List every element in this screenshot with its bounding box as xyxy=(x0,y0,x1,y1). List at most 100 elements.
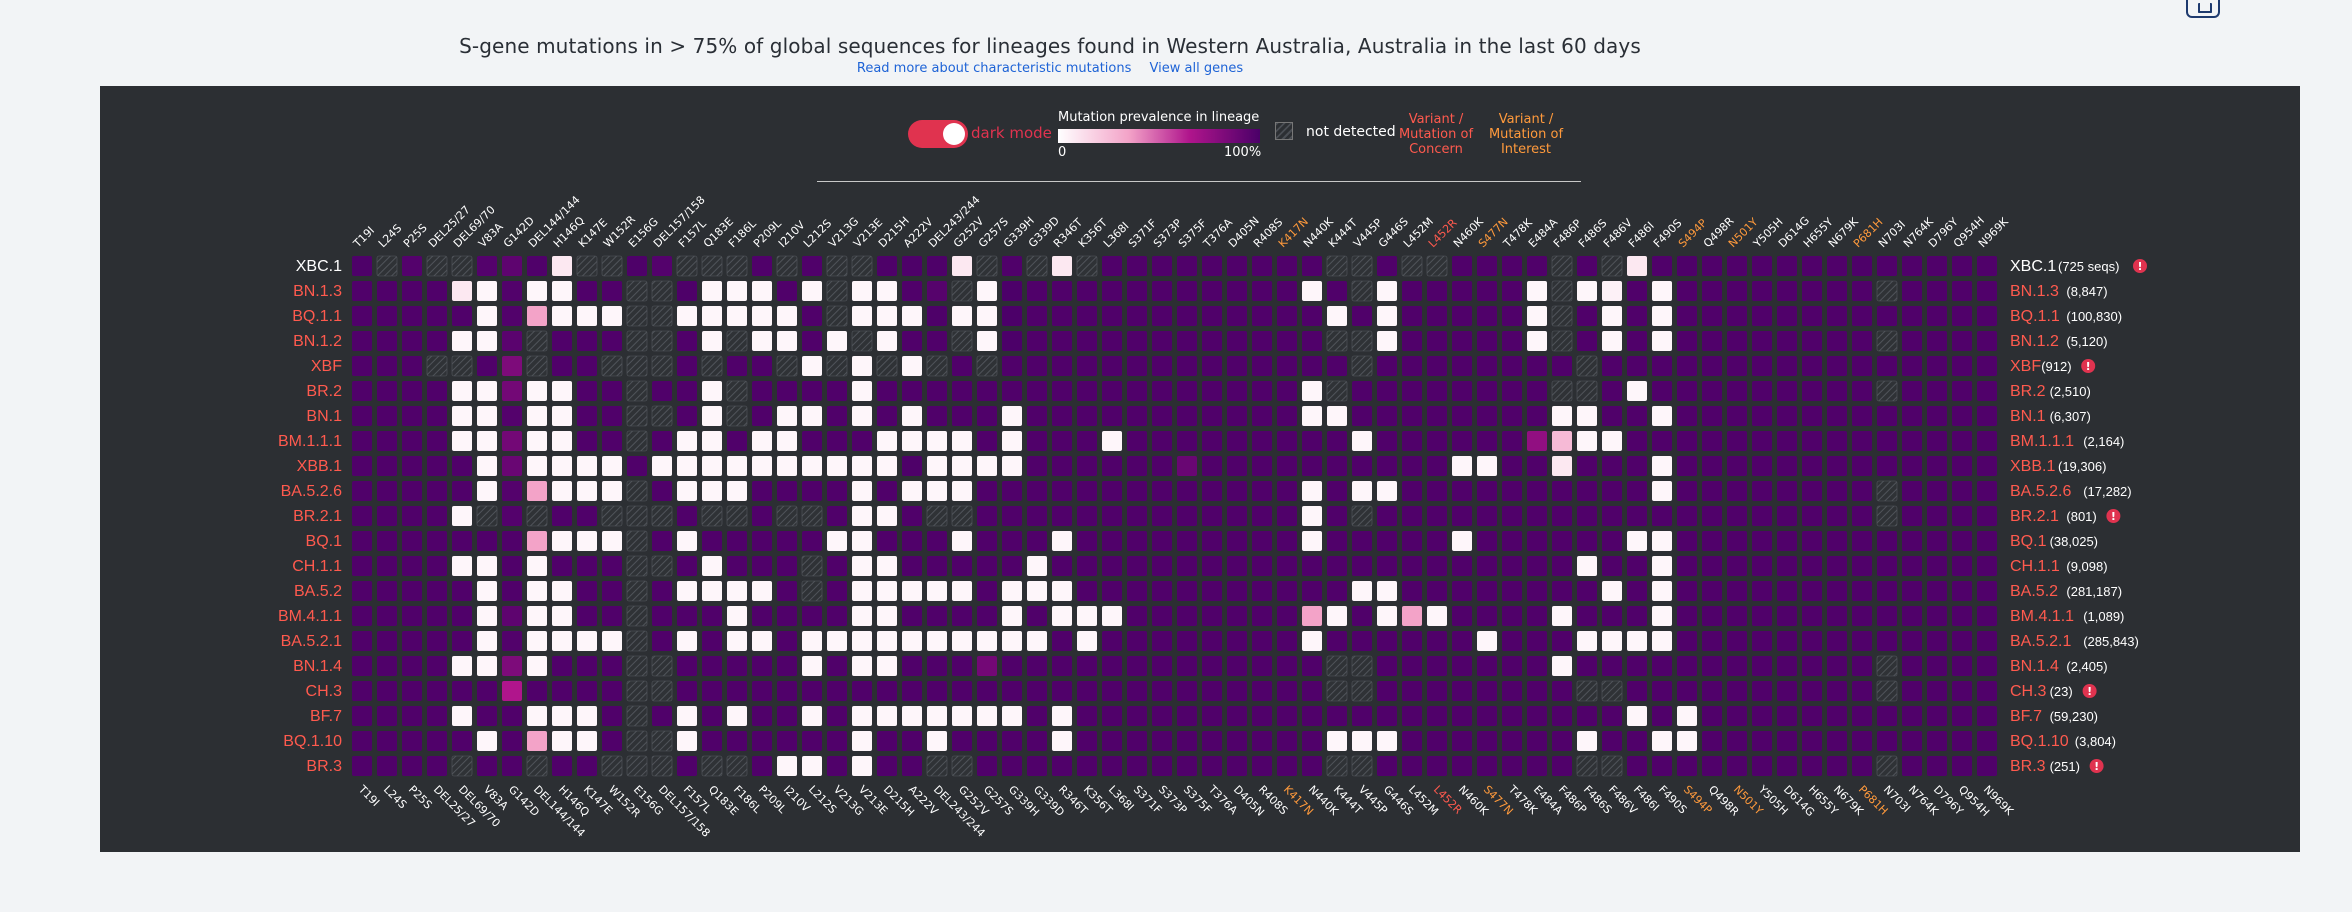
heatmap-cell[interactable] xyxy=(776,355,798,377)
heatmap-cell[interactable] xyxy=(1302,381,1322,401)
heatmap-cell[interactable] xyxy=(877,281,897,301)
heatmap-cell[interactable] xyxy=(1601,680,1623,702)
heatmap-cell[interactable] xyxy=(1576,355,1598,377)
heatmap-cell[interactable] xyxy=(777,656,797,676)
heatmap-cell[interactable] xyxy=(1777,356,1797,376)
heatmap-cell[interactable] xyxy=(1652,256,1672,276)
heatmap-cell[interactable] xyxy=(1927,356,1947,376)
heatmap-cell[interactable] xyxy=(977,681,997,701)
heatmap-cell[interactable] xyxy=(1627,631,1647,651)
heatmap-cell[interactable] xyxy=(502,406,522,426)
heatmap-cell[interactable] xyxy=(477,631,497,651)
heatmap-cell[interactable] xyxy=(677,481,697,501)
heatmap-cell[interactable] xyxy=(1852,456,1872,476)
heatmap-cell[interactable] xyxy=(1527,756,1547,776)
heatmap-cell[interactable] xyxy=(1652,456,1672,476)
heatmap-cell[interactable] xyxy=(626,430,648,452)
heatmap-cell[interactable] xyxy=(977,656,997,676)
warning-icon[interactable] xyxy=(2089,759,2104,773)
row-label-left[interactable]: XBF xyxy=(311,358,342,375)
heatmap-cell[interactable] xyxy=(1252,556,1272,576)
heatmap-cell[interactable] xyxy=(1152,481,1172,501)
heatmap-cell[interactable] xyxy=(827,531,847,551)
heatmap-cell[interactable] xyxy=(1727,356,1747,376)
heatmap-cell[interactable] xyxy=(1652,731,1672,751)
heatmap-cell[interactable] xyxy=(527,381,547,401)
heatmap-cell[interactable] xyxy=(1402,681,1422,701)
heatmap-cell[interactable] xyxy=(1652,381,1672,401)
heatmap-cell[interactable] xyxy=(1002,656,1022,676)
heatmap-cell[interactable] xyxy=(527,531,547,551)
heatmap-cell[interactable] xyxy=(1952,656,1972,676)
heatmap-cell[interactable] xyxy=(1177,681,1197,701)
heatmap-cell[interactable] xyxy=(426,255,448,277)
heatmap-cell[interactable] xyxy=(826,355,848,377)
heatmap-cell[interactable] xyxy=(1502,381,1522,401)
heatmap-cell[interactable] xyxy=(1327,431,1347,451)
heatmap-cell[interactable] xyxy=(427,481,447,501)
heatmap-cell[interactable] xyxy=(1277,381,1297,401)
heatmap-cell[interactable] xyxy=(1852,281,1872,301)
heatmap-cell[interactable] xyxy=(1727,581,1747,601)
heatmap-cell[interactable] xyxy=(1777,631,1797,651)
heatmap-cell[interactable] xyxy=(1077,606,1097,626)
heatmap-cell[interactable] xyxy=(852,406,872,426)
heatmap-cell[interactable] xyxy=(1677,506,1697,526)
heatmap-cell[interactable] xyxy=(1652,606,1672,626)
heatmap-cell[interactable] xyxy=(1702,481,1722,501)
heatmap-cell[interactable] xyxy=(1277,606,1297,626)
heatmap-cell[interactable] xyxy=(1527,381,1547,401)
heatmap-cell[interactable] xyxy=(1402,581,1422,601)
heatmap-cell[interactable] xyxy=(651,680,673,702)
row-label-left[interactable]: BA.5.2 xyxy=(294,583,342,600)
heatmap-cell[interactable] xyxy=(1127,406,1147,426)
heatmap-cell[interactable] xyxy=(1902,606,1922,626)
heatmap-cell[interactable] xyxy=(1077,656,1097,676)
heatmap-cell[interactable] xyxy=(1326,755,1348,777)
heatmap-cell[interactable] xyxy=(651,330,673,352)
heatmap-cell[interactable] xyxy=(1802,631,1822,651)
heatmap-cell[interactable] xyxy=(1602,631,1622,651)
heatmap-cell[interactable] xyxy=(1852,606,1872,626)
heatmap-cell[interactable] xyxy=(1677,306,1697,326)
heatmap-cell[interactable] xyxy=(1077,631,1097,651)
heatmap-cell[interactable] xyxy=(1277,356,1297,376)
heatmap-cell[interactable] xyxy=(1702,431,1722,451)
heatmap-cell[interactable] xyxy=(1302,706,1322,726)
heatmap-cell[interactable] xyxy=(1227,406,1247,426)
heatmap-cell[interactable] xyxy=(377,481,397,501)
heatmap-cell[interactable] xyxy=(1002,556,1022,576)
heatmap-cell[interactable] xyxy=(1252,731,1272,751)
heatmap-cell[interactable] xyxy=(1652,631,1672,651)
heatmap-cell[interactable] xyxy=(602,531,622,551)
heatmap-cell[interactable] xyxy=(1427,456,1447,476)
heatmap-cell[interactable] xyxy=(1202,356,1222,376)
heatmap-cell[interactable] xyxy=(827,331,847,351)
heatmap-cell[interactable] xyxy=(1452,381,1472,401)
heatmap-cell[interactable] xyxy=(827,506,847,526)
heatmap-cell[interactable] xyxy=(1777,381,1797,401)
heatmap-cell[interactable] xyxy=(427,606,447,626)
heatmap-cell[interactable] xyxy=(1102,531,1122,551)
heatmap-cell[interactable] xyxy=(1227,306,1247,326)
heatmap-cell[interactable] xyxy=(1902,281,1922,301)
heatmap-cell[interactable] xyxy=(1702,606,1722,626)
heatmap-cell[interactable] xyxy=(427,281,447,301)
heatmap-cell[interactable] xyxy=(1977,406,1997,426)
heatmap-cell[interactable] xyxy=(1252,306,1272,326)
heatmap-cell[interactable] xyxy=(1677,356,1697,376)
heatmap-cell[interactable] xyxy=(952,706,972,726)
heatmap-cell[interactable] xyxy=(1702,556,1722,576)
heatmap-cell[interactable] xyxy=(1052,706,1072,726)
heatmap-cell[interactable] xyxy=(1427,406,1447,426)
heatmap-cell[interactable] xyxy=(1527,506,1547,526)
heatmap-cell[interactable] xyxy=(1727,531,1747,551)
heatmap-cell[interactable] xyxy=(752,481,772,501)
row-label-right[interactable]: CH.3 xyxy=(2010,683,2047,700)
heatmap-cell[interactable] xyxy=(527,281,547,301)
heatmap-cell[interactable] xyxy=(1152,731,1172,751)
heatmap-cell[interactable] xyxy=(1727,556,1747,576)
heatmap-cell[interactable] xyxy=(1827,756,1847,776)
heatmap-cell[interactable] xyxy=(702,431,722,451)
heatmap-cell[interactable] xyxy=(1777,531,1797,551)
